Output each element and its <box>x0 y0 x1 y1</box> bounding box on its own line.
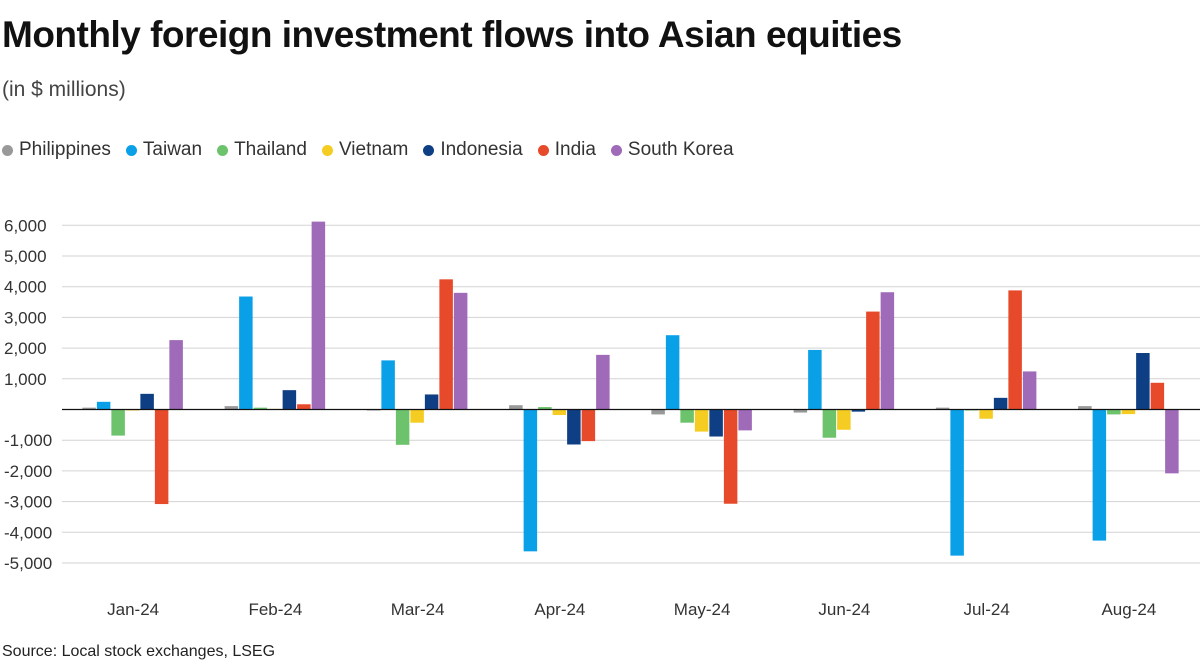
bar-taiwan-aug-24 <box>1092 409 1107 541</box>
legend-label: Taiwan <box>142 139 203 160</box>
bar-south-korea-jul-24 <box>1022 371 1037 410</box>
bar-india-apr-24 <box>581 409 596 442</box>
bar-indonesia-jan-24 <box>140 393 154 410</box>
legend-swatch <box>423 144 435 156</box>
bar-vietnam-may-24 <box>694 409 709 432</box>
bar-south-korea-mar-24 <box>453 292 468 410</box>
legend-label: Philippines <box>19 139 111 160</box>
bar-taiwan-feb-24 <box>239 296 253 410</box>
bar-indonesia-aug-24 <box>1136 353 1150 410</box>
legend-item-indonesia: Indonesia <box>423 139 523 161</box>
y-tick-label: 2,000 <box>4 339 47 358</box>
bar-thailand-jun-24 <box>822 409 837 438</box>
legend-swatch <box>217 144 229 156</box>
y-tick-label: -5,000 <box>4 554 52 573</box>
bar-thailand-feb-24 <box>253 407 268 410</box>
bar-indonesia-mar-24 <box>424 394 439 410</box>
bar-taiwan-jun-24 <box>808 349 822 410</box>
bar-thailand-jan-24 <box>111 409 125 436</box>
legend-swatch <box>2 144 13 156</box>
source-note: Source: Local stock exchanges, LSEG <box>2 643 276 660</box>
bar-vietnam-jul-24 <box>979 409 993 419</box>
bar-south-korea-jan-24 <box>169 340 183 410</box>
y-tick-label: 1,000 <box>4 370 47 389</box>
bar-taiwan-may-24 <box>665 335 680 410</box>
bar-philippines-feb-24 <box>224 406 239 410</box>
bar-vietnam-apr-24 <box>552 409 567 416</box>
y-tick-label: -3,000 <box>4 493 52 512</box>
legend-label: Thailand <box>234 139 307 160</box>
bar-philippines-may-24 <box>651 409 665 415</box>
bar-thailand-aug-24 <box>1107 409 1121 415</box>
x-tick-label: Aug-24 <box>1101 600 1156 619</box>
bar-indonesia-jul-24 <box>993 397 1008 410</box>
x-tick-label: May-24 <box>674 600 731 619</box>
x-tick-label: Jan-24 <box>107 600 159 619</box>
x-tick-label: Apr-24 <box>534 600 585 619</box>
chart-legend: Philippines Taiwan Thailand Vietnam Indonesi… <box>2 139 749 161</box>
bar-indonesia-apr-24 <box>567 409 581 445</box>
bar-vietnam-aug-24 <box>1121 409 1136 415</box>
legend-item-thailand: Thailand <box>217 139 307 161</box>
x-tick-label: Feb-24 <box>248 600 302 619</box>
legend-item-vietnam: Vietnam <box>321 139 409 161</box>
legend-item-south-korea: South Korea <box>610 139 734 161</box>
bar-thailand-apr-24 <box>538 407 552 410</box>
bar-india-jul-24 <box>1008 290 1022 410</box>
bar-indonesia-may-24 <box>709 409 723 437</box>
bar-indonesia-jun-24 <box>851 409 866 412</box>
bar-vietnam-jun-24 <box>837 409 851 430</box>
bar-india-aug-24 <box>1150 382 1165 410</box>
y-tick-label: 4,000 <box>4 278 47 297</box>
bar-south-korea-may-24 <box>738 409 752 431</box>
legend-label: South Korea <box>627 139 734 160</box>
legend-item-india: India <box>537 139 596 161</box>
bar-philippines-jun-24 <box>793 409 808 413</box>
bar-philippines-aug-24 <box>1078 406 1092 410</box>
bar-philippines-jul-24 <box>935 407 950 410</box>
legend-swatch <box>321 144 333 156</box>
bar-taiwan-apr-24 <box>523 409 538 552</box>
legend-label: Vietnam <box>338 139 409 160</box>
bar-philippines-apr-24 <box>509 405 523 410</box>
legend-swatch <box>125 144 137 156</box>
bar-south-korea-apr-24 <box>596 354 610 410</box>
x-tick-label: Jul-24 <box>963 600 1009 619</box>
bar-south-korea-feb-24 <box>311 221 326 410</box>
y-tick-label: 3,000 <box>4 308 47 327</box>
bar-south-korea-jun-24 <box>880 292 895 410</box>
bar-thailand-may-24 <box>680 409 694 423</box>
legend-item-philippines: Philippines <box>2 139 111 161</box>
x-tick-label: Mar-24 <box>391 600 445 619</box>
bar-philippines-jan-24 <box>82 407 96 410</box>
bar-india-mar-24 <box>439 279 453 410</box>
y-tick-label: 5,000 <box>4 247 47 266</box>
y-tick-label: 6,000 <box>4 216 47 235</box>
chart-title: Monthly foreign investment flows into As… <box>2 14 902 55</box>
bar-south-korea-aug-24 <box>1165 409 1179 474</box>
legend-item-taiwan: Taiwan <box>125 139 203 161</box>
legend-label: Indonesia <box>440 139 523 160</box>
bar-indonesia-feb-24 <box>282 390 297 410</box>
bar-india-feb-24 <box>297 404 311 410</box>
bar-india-jan-24 <box>154 409 169 505</box>
chart-subtitle: (in $ millions) <box>2 78 126 101</box>
bar-india-may-24 <box>723 409 738 504</box>
y-tick-label: -2,000 <box>4 462 52 481</box>
bar-taiwan-jul-24 <box>950 409 964 556</box>
legend-label: India <box>554 139 596 160</box>
bar-taiwan-jan-24 <box>96 401 111 410</box>
legend-swatch <box>537 144 549 156</box>
y-tick-label: -4,000 <box>4 523 52 542</box>
bar-india-jun-24 <box>866 311 880 410</box>
bar-taiwan-mar-24 <box>381 360 395 410</box>
bar-thailand-mar-24 <box>395 409 410 445</box>
bar-vietnam-mar-24 <box>410 409 424 423</box>
legend-swatch <box>610 144 622 156</box>
y-tick-label: -1,000 <box>4 431 52 450</box>
x-tick-label: Jun-24 <box>818 600 870 619</box>
